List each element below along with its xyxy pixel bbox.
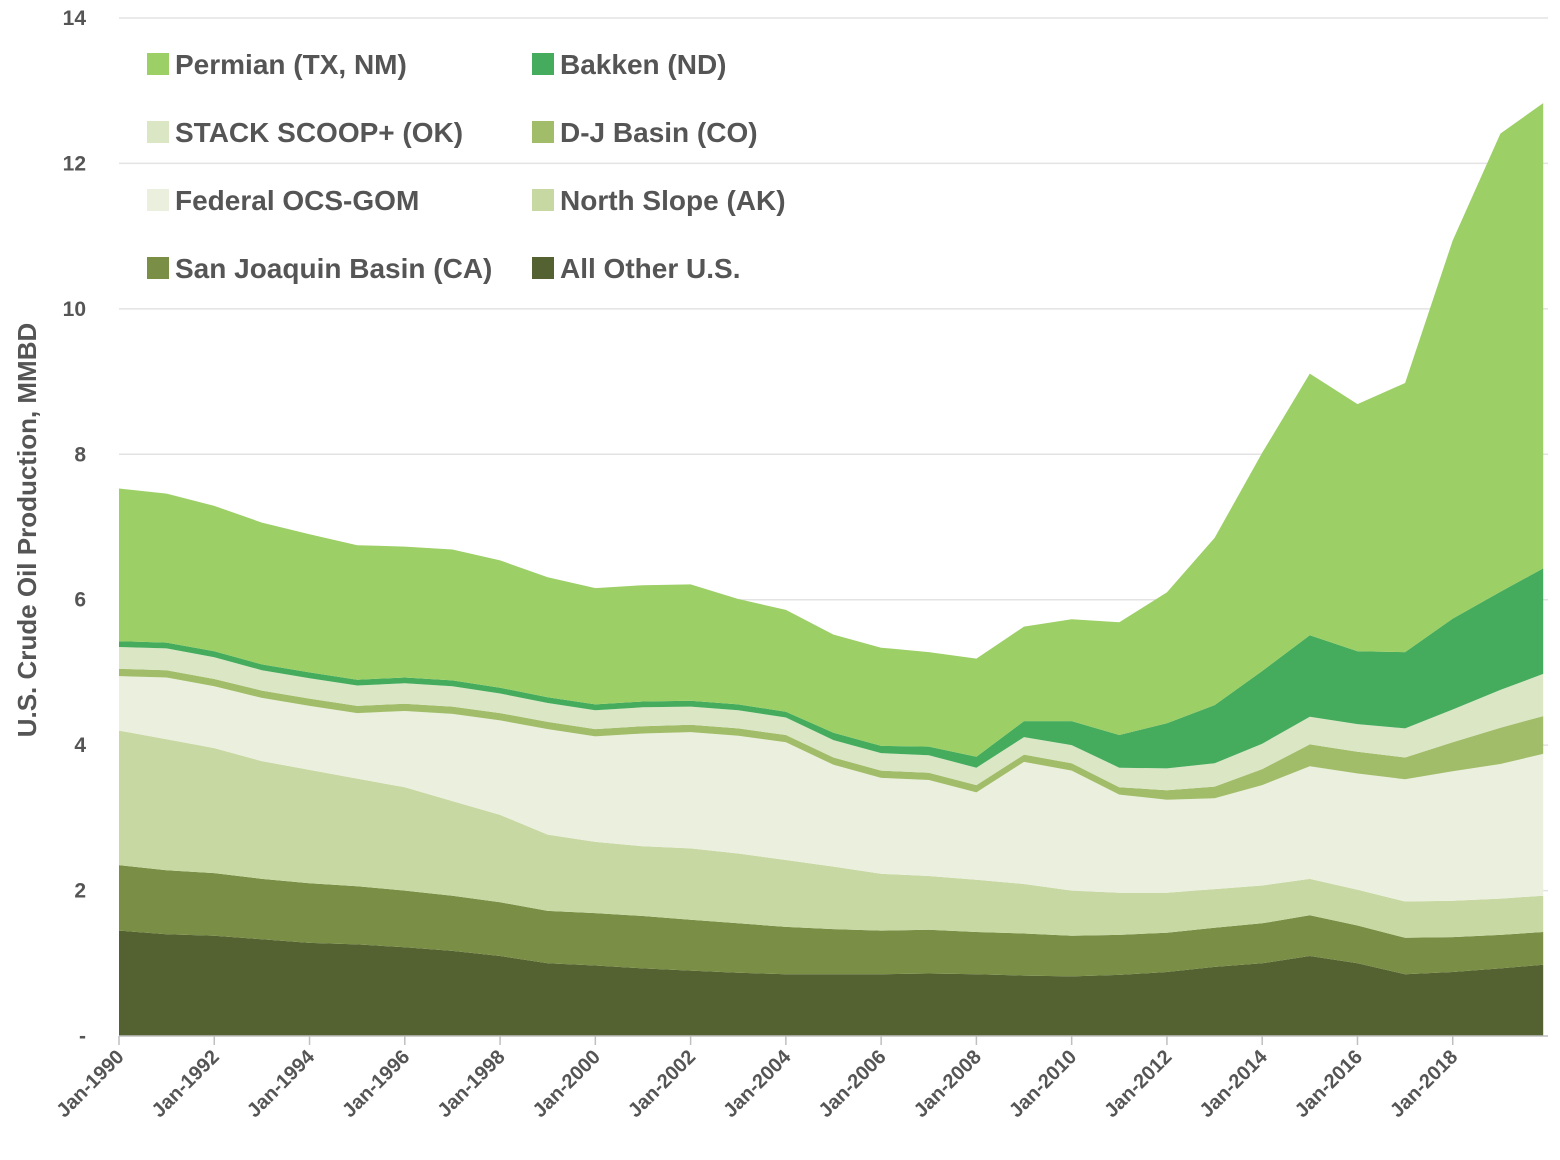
- legend-label-all-other-u-s: All Other U.S.: [560, 253, 740, 284]
- x-tick-label: Jan-2000: [529, 1046, 605, 1122]
- legend-swatch-stack-scoop-ok: [147, 121, 169, 143]
- x-tick-label: Jan-2002: [624, 1046, 700, 1122]
- y-tick-label: 12: [63, 152, 86, 175]
- legend-label-federal-ocs-gom: Federal OCS-GOM: [175, 185, 419, 216]
- x-tick-label: Jan-2008: [910, 1046, 986, 1122]
- x-tick-label: Jan-2012: [1100, 1046, 1176, 1122]
- area-federal-ocs-gom: [119, 676, 1544, 902]
- legend-swatch-permian-tx-nm: [147, 53, 169, 75]
- y-tick-label: 14: [63, 7, 87, 30]
- y-axis-title: U.S. Crude Oil Production, MMBD: [12, 323, 42, 738]
- y-tick-label: 4: [74, 734, 86, 757]
- y-tick-label: 10: [63, 298, 86, 321]
- legend-swatch-san-joaquin-basin-ca: [147, 257, 169, 279]
- legend-label-san-joaquin-basin-ca: San Joaquin Basin (CA): [175, 253, 492, 284]
- legend-label-north-slope-ak: North Slope (AK): [560, 185, 786, 216]
- x-tick-label: Jan-2018: [1386, 1046, 1462, 1122]
- x-tick-label: Jan-2004: [719, 1045, 796, 1122]
- y-tick-label: 6: [74, 589, 86, 612]
- y-tick-label: 8: [74, 443, 86, 466]
- x-tick-label: Jan-2016: [1291, 1046, 1367, 1122]
- legend-swatch-north-slope-ak: [532, 189, 554, 211]
- legend-swatch-federal-ocs-gom: [147, 189, 169, 211]
- area-permian-tx-nm: [119, 103, 1544, 757]
- area-north-slope-ak: [119, 730, 1544, 938]
- x-tick-label: Jan-1996: [338, 1046, 414, 1122]
- legend-label-d-j-basin-co: D-J Basin (CO): [560, 117, 758, 148]
- legend-label-stack-scoop-ok: STACK SCOOP+ (OK): [175, 117, 463, 148]
- x-tick-label: Jan-2006: [815, 1046, 891, 1122]
- x-tick-label: Jan-1994: [243, 1045, 320, 1122]
- area-all-other-u-s: [119, 930, 1544, 1036]
- legend: Permian (TX, NM) Bakken (ND) STACK SCOOP+ …: [147, 49, 786, 284]
- x-tick-label: Jan-2014: [1196, 1045, 1273, 1122]
- x-tick-label: Jan-1990: [52, 1046, 128, 1122]
- x-tick-label: Jan-1992: [148, 1046, 224, 1122]
- x-tick-label: Jan-2010: [1005, 1046, 1081, 1122]
- x-axis-ticks: Jan-1990 Jan-1992 Jan-1994 Jan-1996 Jan-1998…: [52, 1036, 1462, 1122]
- legend-swatch-bakken-nd: [532, 53, 554, 75]
- legend-label-permian-tx-nm: Permian (TX, NM): [175, 49, 407, 80]
- area-series: [119, 103, 1544, 1036]
- x-tick-label: Jan-1998: [433, 1046, 509, 1122]
- y-axis-ticks: - 2 4 6 8 10 12 14: [63, 7, 87, 1048]
- area-san-joaquin-basin-ca: [119, 865, 1544, 977]
- y-tick-label: 2: [74, 880, 86, 903]
- y-tick-label: -: [79, 1025, 86, 1048]
- legend-swatch-d-j-basin-co: [532, 121, 554, 143]
- legend-label-bakken-nd: Bakken (ND): [560, 49, 726, 80]
- legend-swatch-all-other-u-s: [532, 257, 554, 279]
- area-bakken-nd: [119, 568, 1544, 769]
